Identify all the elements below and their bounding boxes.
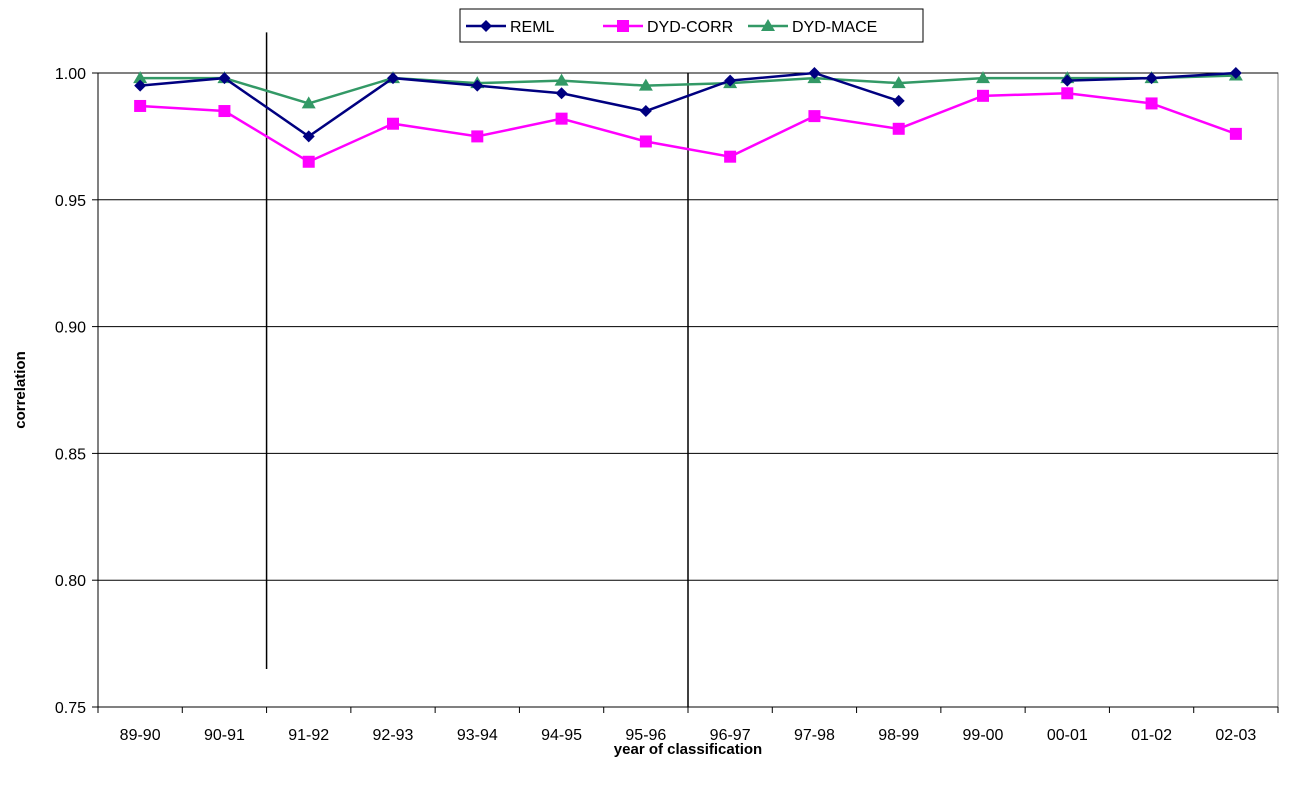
legend-label: DYD-MACE xyxy=(792,19,877,36)
y-axis: 0.75 0.80 0.85 0.90 0.95 1.00 xyxy=(55,66,99,717)
data-point-dyd-corr xyxy=(555,112,568,125)
data-point-dyd-corr xyxy=(1229,127,1242,140)
y-tick-label: 0.75 xyxy=(55,700,86,717)
data-point-reml xyxy=(639,105,652,118)
y-axis-title: correlation xyxy=(12,351,29,429)
data-point-dyd-corr xyxy=(387,117,399,130)
data-point-reml xyxy=(1229,67,1242,79)
data-point-dyd-corr xyxy=(1145,97,1158,110)
series-line-reml xyxy=(140,71,900,138)
series-dyd-corr xyxy=(134,87,1242,168)
data-point-reml xyxy=(1145,72,1158,85)
data-point-dyd-corr xyxy=(808,110,821,123)
y-tick-label: 0.95 xyxy=(55,193,86,210)
x-tick-label: 96-97 xyxy=(710,727,751,744)
legend-label: DYD-CORR xyxy=(647,19,733,36)
x-tick-label: 93-94 xyxy=(457,727,498,744)
x-tick-label: 94-95 xyxy=(541,727,582,744)
data-point-reml xyxy=(808,67,821,79)
data-point-dyd-mace xyxy=(554,73,569,86)
series-layer xyxy=(133,67,1243,168)
data-point-dyd-corr xyxy=(471,130,484,143)
data-point-reml xyxy=(218,72,231,85)
legend-marker xyxy=(480,20,492,32)
series-line-dyd-corr xyxy=(140,92,1237,164)
data-point-reml xyxy=(555,87,568,100)
data-point-dyd-corr xyxy=(218,105,231,118)
series-reml xyxy=(134,67,1242,143)
data-point-reml xyxy=(892,94,905,107)
data-point-reml xyxy=(471,79,484,92)
x-tick-label: 89-90 xyxy=(120,727,161,744)
x-tick-label: 90-91 xyxy=(204,727,245,744)
x-tick-label: 02-03 xyxy=(1215,727,1256,744)
y-tick-label: 0.90 xyxy=(55,320,86,337)
data-point-reml xyxy=(134,79,147,92)
data-point-reml xyxy=(302,130,315,143)
data-point-dyd-mace xyxy=(638,78,653,91)
y-tick-label: 1.00 xyxy=(55,66,86,83)
x-tick-label: 97-98 xyxy=(794,727,835,744)
data-point-reml xyxy=(1061,74,1074,87)
legend-marker xyxy=(761,19,775,31)
data-point-dyd-mace xyxy=(301,96,316,109)
legend-box xyxy=(459,8,924,43)
x-tick-label: 95-96 xyxy=(625,727,666,744)
data-point-reml xyxy=(724,74,737,87)
y-tick-label: 0.85 xyxy=(55,446,86,463)
data-point-dyd-corr xyxy=(302,155,315,168)
data-point-dyd-corr xyxy=(639,135,652,148)
data-point-dyd-mace xyxy=(133,71,148,84)
legend: REML DYD-CORR DYD-MACE xyxy=(459,8,924,43)
data-point-dyd-corr xyxy=(724,150,737,163)
data-point-reml xyxy=(387,72,399,85)
y-tick-label: 0.80 xyxy=(55,573,86,590)
reference-lines xyxy=(265,32,689,707)
x-tick-label: 98-99 xyxy=(878,727,919,744)
x-tick-label: 01-02 xyxy=(1131,727,1172,744)
x-axis-title: year of classification xyxy=(614,741,762,758)
x-tick-label: 91-92 xyxy=(288,727,329,744)
data-point-dyd-corr xyxy=(1061,87,1074,100)
x-axis: 89-90 90-91 91-92 92-93 93-94 94-95 95-96 96-97… xyxy=(97,706,1279,744)
series-line-dyd-mace xyxy=(140,74,1236,105)
data-point-dyd-mace xyxy=(976,71,990,84)
x-tick-label: 92-93 xyxy=(373,727,414,744)
x-tick-label: 99-00 xyxy=(963,727,1004,744)
legend-label: REML xyxy=(510,19,555,36)
data-point-dyd-corr xyxy=(977,89,989,102)
data-point-dyd-corr xyxy=(134,99,147,112)
data-point-dyd-mace xyxy=(891,76,906,89)
x-tick-label: 00-01 xyxy=(1047,727,1088,744)
data-point-dyd-corr xyxy=(892,122,905,135)
legend-marker xyxy=(617,20,629,32)
